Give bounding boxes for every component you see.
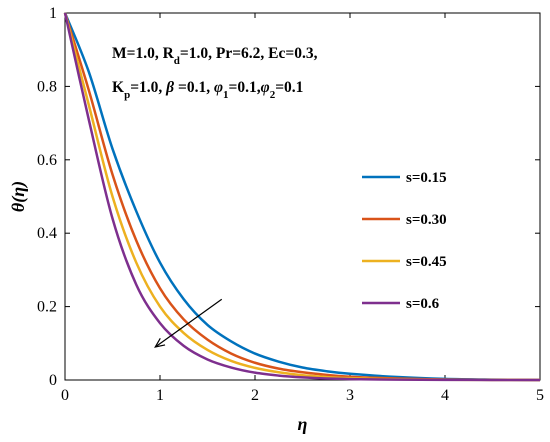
x-axis-label: η bbox=[298, 414, 308, 434]
params-annotation-line2: Kp=1.0, β =0.1, φ1=0.1,φ2=0.1 bbox=[112, 79, 303, 101]
y-tick-label: 0.6 bbox=[37, 152, 57, 169]
y-tick-label: 0.8 bbox=[37, 78, 57, 95]
y-axis-label: θ(η) bbox=[8, 181, 29, 212]
y-tick-label: 0.4 bbox=[37, 225, 57, 242]
series-line-4 bbox=[63, 12, 541, 382]
y-tick-label: 0 bbox=[49, 372, 57, 389]
series-line-3 bbox=[63, 12, 541, 382]
plot-frame bbox=[64, 12, 541, 381]
x-tick-label: 3 bbox=[346, 387, 354, 404]
trend-arrow-shaft bbox=[154, 298, 223, 348]
x-tick-label: 1 bbox=[156, 387, 164, 404]
trend-arrow-head bbox=[154, 338, 166, 348]
y-tick-label: 1 bbox=[49, 5, 57, 22]
legend-label-4: s=0.6 bbox=[406, 296, 440, 312]
x-tick-label: 2 bbox=[251, 387, 259, 404]
x-tick-label: 4 bbox=[441, 387, 449, 404]
legend-label-3: s=0.45 bbox=[406, 254, 447, 270]
params-annotation-line1: M=1.0, Rd=1.0, Pr=6.2, Ec=0.3, bbox=[112, 45, 318, 67]
legend-label-1: s=0.15 bbox=[406, 170, 447, 186]
series-line-2 bbox=[63, 12, 541, 382]
x-tick-label: 0 bbox=[61, 387, 69, 404]
y-tick-label: 0.2 bbox=[37, 299, 57, 316]
series-line-1 bbox=[63, 12, 541, 382]
x-tick-label: 5 bbox=[536, 387, 544, 404]
legend-label-2: s=0.30 bbox=[406, 212, 447, 228]
